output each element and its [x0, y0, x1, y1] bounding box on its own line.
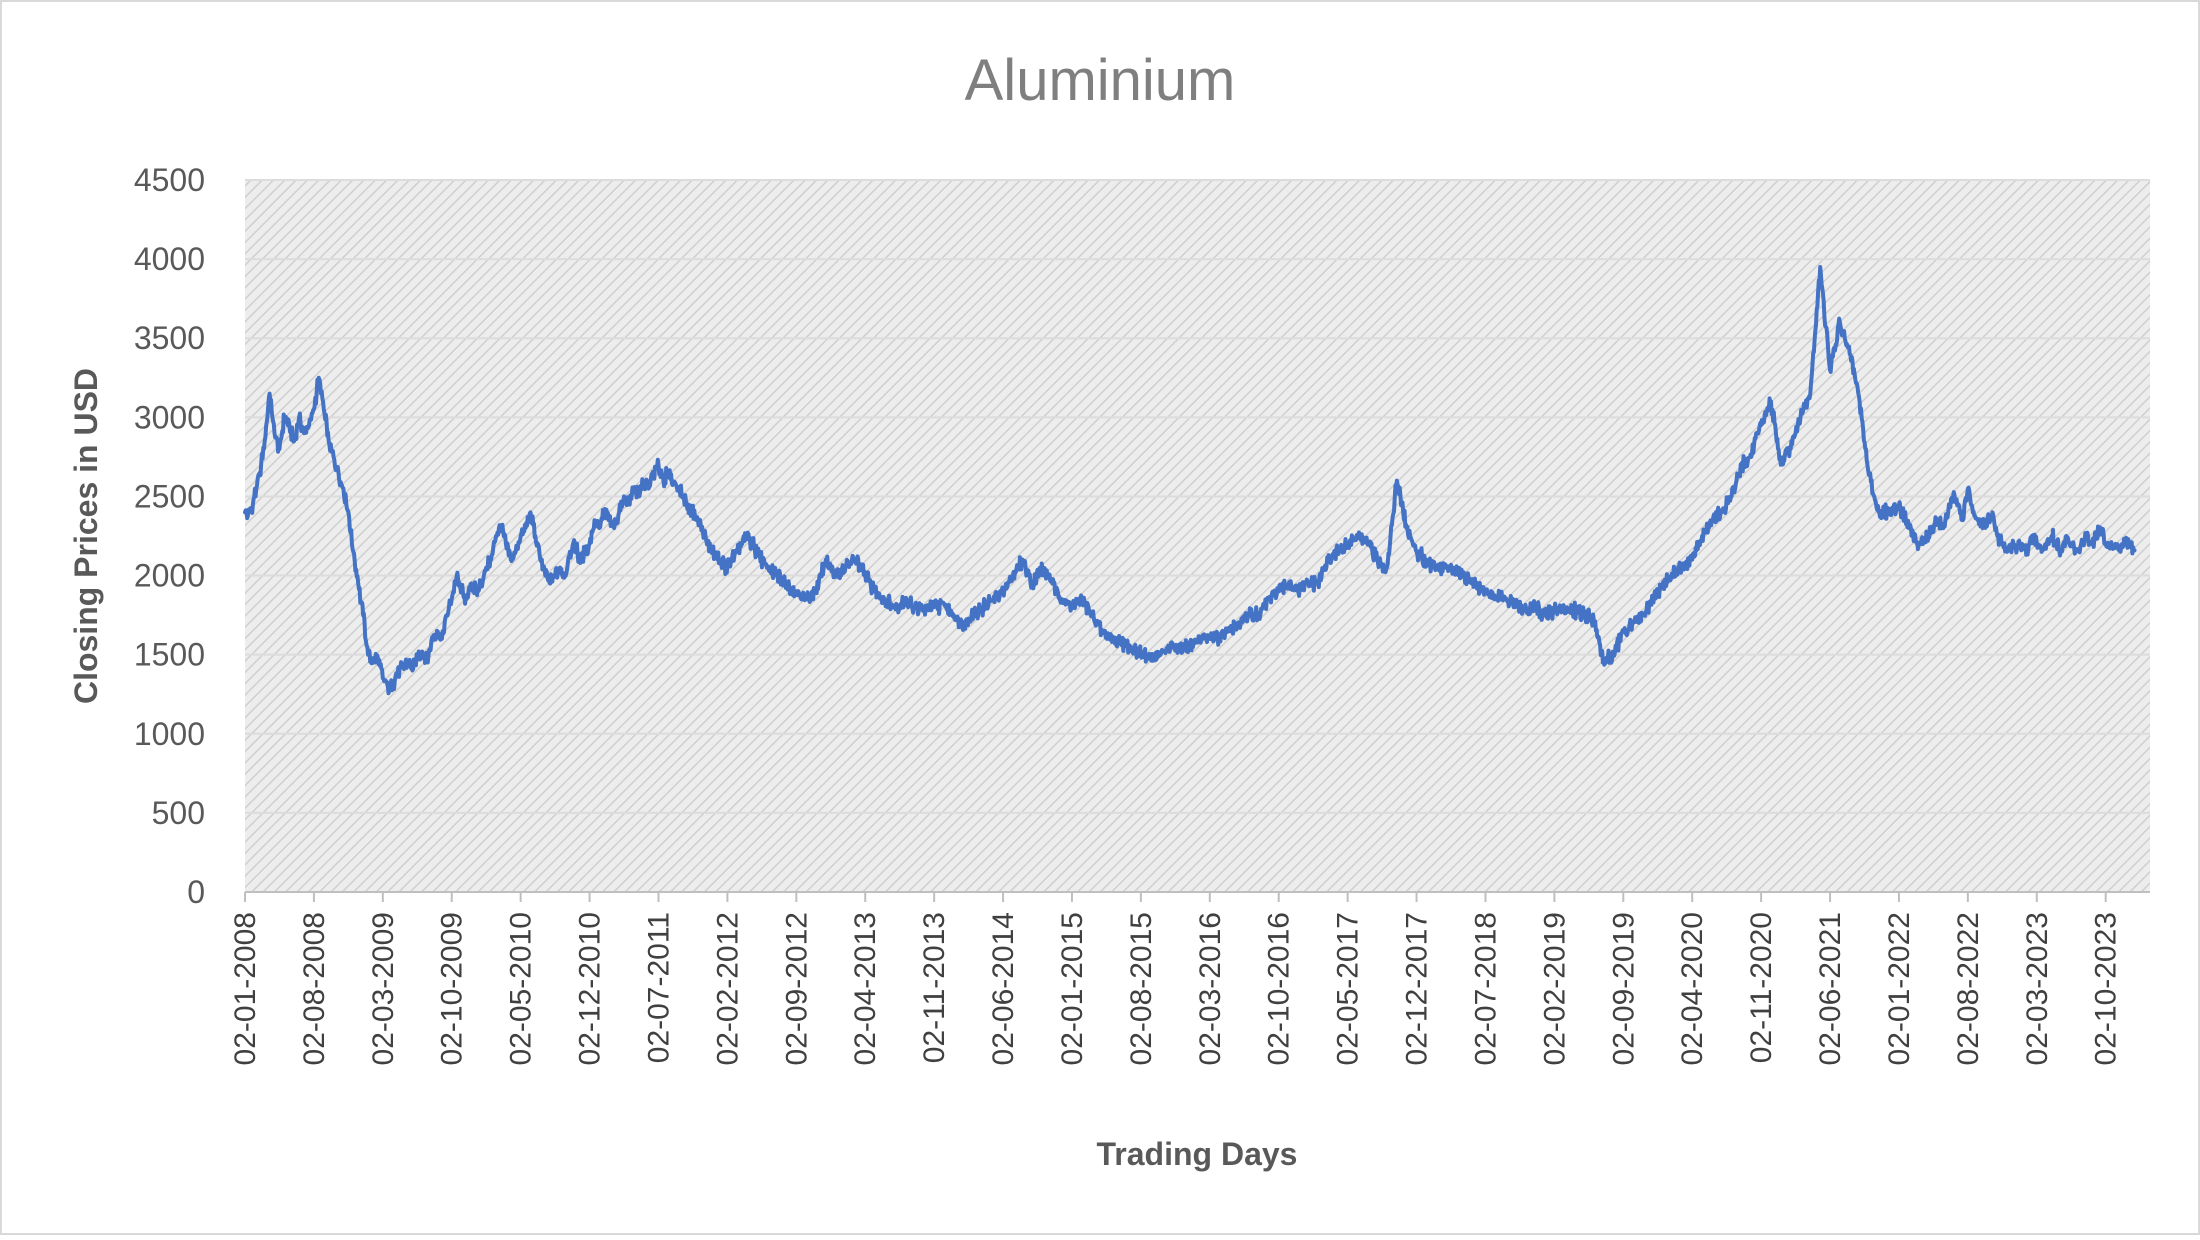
x-tick-label: 02-06-2021: [1814, 912, 1847, 1065]
y-tick-label: 500: [152, 795, 205, 831]
x-tick-label: 02-07-2018: [1469, 912, 1502, 1065]
x-tick-label: 02-01-2015: [1056, 912, 1089, 1065]
chart-title: Aluminium: [965, 48, 1236, 113]
x-tick-label: 02-01-2008: [229, 912, 262, 1065]
x-tick-label: 02-05-2010: [505, 912, 538, 1065]
y-tick-label: 0: [187, 874, 205, 910]
x-tick-label: 02-06-2014: [987, 912, 1020, 1065]
x-tick-label: 02-05-2017: [1332, 912, 1365, 1065]
x-tick-label: 02-04-2020: [1676, 912, 1709, 1065]
x-tick-label: 02-09-2019: [1607, 912, 1640, 1065]
y-tick-label: 2000: [134, 558, 205, 594]
x-tick-label: 02-02-2012: [711, 912, 744, 1065]
x-tick-label: 02-03-2023: [2021, 912, 2054, 1065]
x-tick-label: 02-03-2016: [1194, 912, 1227, 1065]
x-tick-label: 02-10-2009: [436, 912, 469, 1065]
x-tick-label: 02-12-2010: [574, 912, 607, 1065]
gridlines: [245, 179, 2150, 814]
y-tick-label: 2500: [134, 478, 205, 514]
x-axis-title: Trading Days: [1097, 1136, 1298, 1172]
series-line-aluminium: [243, 265, 2137, 696]
x-tick-label: 02-11-2013: [918, 912, 951, 1063]
y-tick-label: 3000: [134, 399, 205, 435]
x-tick-label: 02-08-2008: [298, 912, 331, 1065]
x-tick-label: 02-07-2011: [642, 912, 675, 1063]
x-tick-label: 02-10-2023: [2090, 912, 2123, 1065]
y-axis-ticks: 0 500 1000 1500 2000 2500 3000 3500 4000 4500: [134, 162, 205, 910]
y-axis-title: Closing Prices in USD: [68, 368, 104, 704]
x-axis-ticks: 02-01-2008 02-08-2008 02-03-2009 02-10-2009…: [229, 892, 2123, 1065]
x-tick-label: 02-08-2015: [1125, 912, 1158, 1065]
y-tick-label: 4000: [134, 241, 205, 277]
x-tick-label: 02-03-2009: [367, 912, 400, 1065]
x-tick-label: 02-04-2013: [849, 912, 882, 1065]
plot-area: [245, 180, 2150, 892]
y-tick-label: 1500: [134, 637, 205, 673]
x-tick-label: 02-10-2016: [1263, 912, 1296, 1065]
x-tick-label: 02-08-2022: [1952, 912, 1985, 1065]
x-tick-label: 02-01-2022: [1883, 912, 1916, 1065]
y-tick-label: 3500: [134, 320, 205, 356]
x-tick-label: 02-11-2020: [1745, 912, 1778, 1063]
x-tick-label: 02-09-2012: [780, 912, 813, 1065]
x-tick-label: 02-02-2019: [1538, 912, 1571, 1065]
y-tick-label: 4500: [134, 162, 205, 198]
x-tick-label: 02-12-2017: [1401, 912, 1434, 1065]
y-tick-label: 1000: [134, 716, 205, 752]
